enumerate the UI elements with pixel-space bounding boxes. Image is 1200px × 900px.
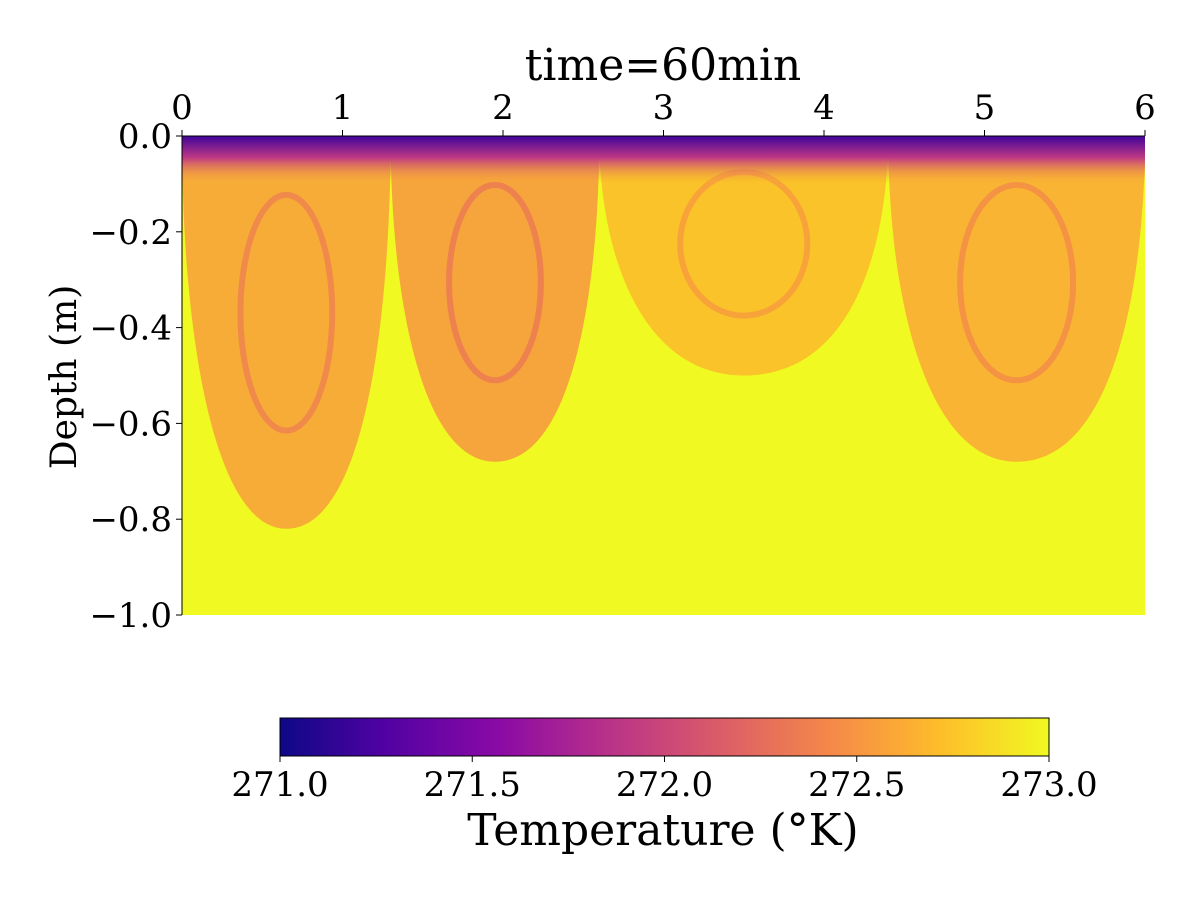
x-tick-label: 0: [171, 88, 193, 128]
x-tick-label: 4: [813, 88, 835, 128]
plot-area: [182, 136, 1145, 615]
colorbar-gradient: [279, 717, 1050, 757]
plume-region: [182, 136, 391, 529]
y-tick-label: −1.0: [89, 596, 172, 636]
plume-swirl: [237, 191, 336, 434]
y-tick-label: −0.6: [89, 404, 172, 444]
colorbar-tick-label: 271.5: [424, 765, 521, 805]
x-tick-label: 3: [653, 88, 675, 128]
y-axis-label: Depth (m): [44, 285, 85, 470]
y-axis: 0.0 −0.2 −0.4 −0.6 −0.8 −1.0: [89, 117, 183, 636]
colorbar-tick-label: 272.5: [808, 765, 905, 805]
chart-title: time=60min: [525, 40, 802, 91]
plume-swirl: [446, 181, 544, 384]
plume-region: [888, 136, 1145, 462]
surface-cold-layer: [182, 136, 1145, 184]
colorbar: 271.0 271.5 272.0 272.5 273.0 Temperature (°…: [231, 717, 1098, 856]
x-tick-label: 5: [974, 88, 996, 128]
y-tick-label: −0.4: [89, 309, 172, 349]
colorbar-tick-label: 271.0: [231, 765, 328, 805]
colorbar-tick-label: 272.0: [616, 765, 713, 805]
y-tick-label: −0.2: [89, 213, 172, 253]
x-tick-label: 6: [1134, 88, 1156, 128]
x-tick-label: 1: [332, 88, 354, 128]
y-tick-label: −0.8: [89, 500, 172, 540]
plume-region: [599, 136, 889, 376]
colorbar-label: Temperature (°K): [467, 805, 858, 856]
colorbar-tick-label: 273.0: [1000, 765, 1097, 805]
y-tick-label: 0.0: [118, 117, 172, 157]
x-tick-label: 2: [492, 88, 514, 128]
plume-region: [390, 136, 600, 462]
plume-swirl: [957, 181, 1077, 384]
x-axis: 0 1 2 3 4 5 6: [171, 88, 1156, 137]
